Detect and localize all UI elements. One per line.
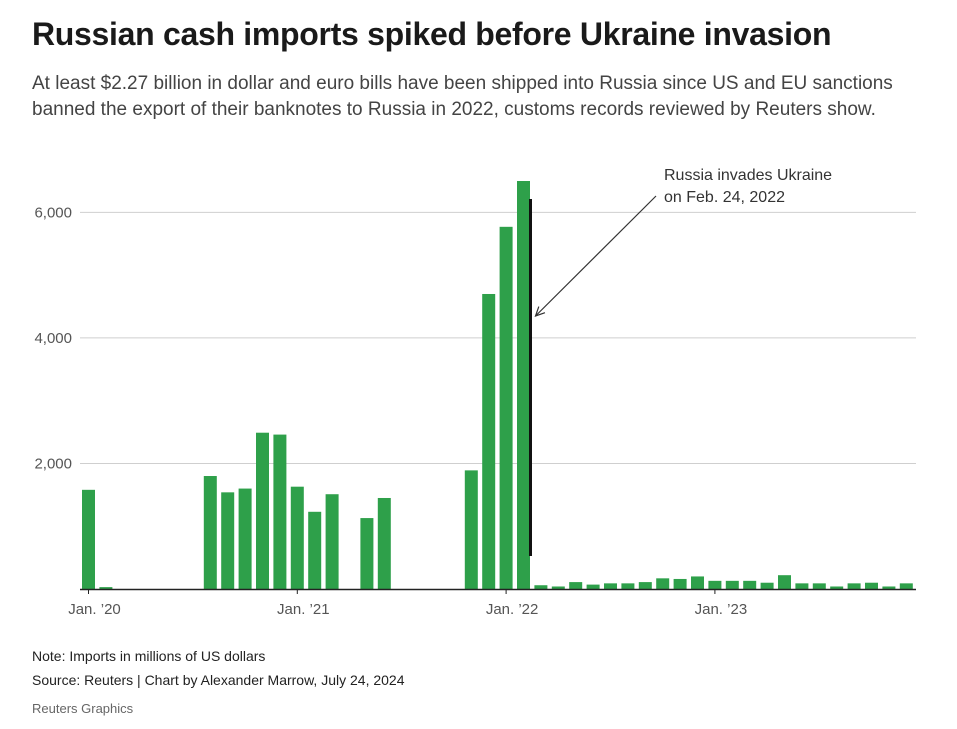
bar: [551, 586, 565, 589]
gridlines: [80, 211, 916, 464]
bar: [604, 583, 617, 589]
bar-chart: 2,000 4,000 6,000 Jan. ’20 Jan. ’21 Jan. ’22…: [34, 167, 916, 618]
x-tick-label: Jan. ’22: [486, 601, 539, 618]
bar: [795, 583, 809, 589]
bar: [203, 476, 217, 589]
chart-title: Russian cash imports spiked before Ukrai…: [32, 16, 832, 52]
bar: [586, 584, 600, 589]
bar: [760, 582, 774, 589]
annotation-arrow-line: [535, 195, 657, 317]
bar: [499, 226, 513, 589]
bar: [534, 585, 548, 589]
bar: [882, 586, 896, 589]
bar: [360, 518, 374, 589]
bar: [273, 434, 287, 589]
bar: [290, 486, 304, 589]
bar: [673, 578, 687, 589]
bar: [830, 586, 844, 589]
bar: [812, 583, 826, 589]
bar: [82, 489, 95, 589]
annotation-text-line1: Russia invades Ukraine: [664, 167, 832, 184]
bar: [238, 488, 252, 589]
bar: [256, 432, 269, 589]
bar: [308, 511, 322, 589]
graphics-credit: Reuters Graphics: [32, 701, 134, 716]
bars: [82, 181, 913, 589]
bar: [325, 494, 339, 589]
bar: [99, 587, 113, 589]
y-tick-label: 2,000: [34, 455, 72, 472]
bar: [569, 582, 583, 589]
x-tick-label: Jan. ’23: [695, 601, 748, 618]
bar: [865, 582, 878, 589]
bar: [221, 492, 235, 589]
bar: [464, 470, 478, 589]
chart-source: Source: Reuters | Chart by Alexander Mar…: [32, 672, 405, 688]
bar: [847, 583, 861, 589]
bar: [778, 575, 791, 589]
bar: [621, 583, 635, 589]
bar: [899, 583, 913, 589]
invasion-annotation: Russia invades Ukraine on Feb. 24, 2022: [529, 167, 832, 556]
bar: [377, 497, 391, 589]
annotation-text-line2: on Feb. 24, 2022: [664, 189, 785, 206]
arrowhead-icon: [534, 306, 546, 317]
y-tick-label: 4,000: [34, 330, 72, 347]
bar: [482, 293, 496, 589]
bar: [708, 580, 722, 589]
x-tick-label: Jan. ’21: [277, 601, 330, 618]
bar: [691, 576, 704, 589]
bar: [725, 580, 739, 589]
bar: [743, 580, 757, 589]
chart-note: Note: Imports in millions of US dollars: [32, 648, 266, 664]
bar: [656, 578, 670, 589]
bar: [517, 181, 530, 589]
chart-subtitle: At least $2.27 billion in dollar and eur…: [32, 73, 893, 120]
y-axis-tick-labels: 2,000 4,000 6,000: [34, 204, 72, 472]
y-tick-label: 6,000: [34, 204, 72, 221]
x-axis-tick-labels: Jan. ’20 Jan. ’21 Jan. ’22 Jan. ’23: [68, 589, 747, 618]
x-tick-label: Jan. ’20: [68, 601, 121, 618]
bar: [638, 582, 652, 589]
